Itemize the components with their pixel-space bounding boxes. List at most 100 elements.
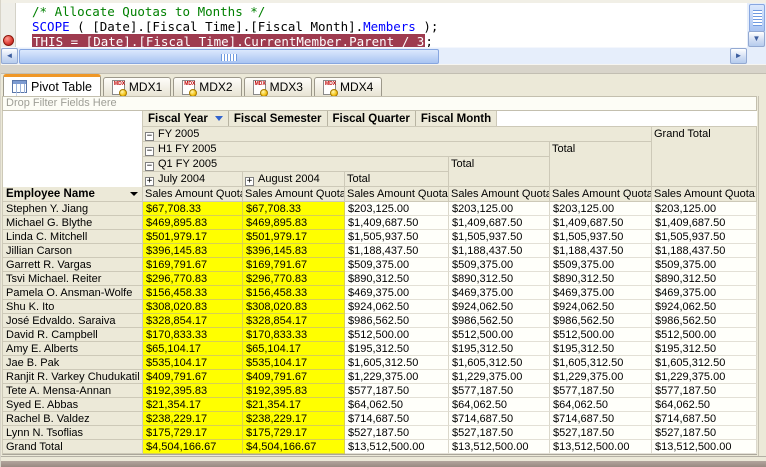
employee-row-header: Jae B. Pak — [3, 356, 143, 370]
scroll-down-button[interactable]: ▼ — [748, 31, 765, 47]
value-cell: $469,375.00 — [345, 286, 449, 300]
value-cell: $577,187.50 — [550, 384, 652, 398]
value-cell: $1,505,937.50 — [449, 230, 550, 244]
employee-row-header: Stephen Y. Jiang — [3, 202, 143, 216]
value-cell: $170,833.33 — [143, 328, 243, 342]
mdx-document-icon: MDX — [252, 79, 268, 97]
value-cell: $1,409,687.50 — [550, 216, 652, 230]
value-cell: $175,729.17 — [143, 426, 243, 440]
field-label: Fiscal Month — [420, 112, 492, 125]
value-cell: $501,979.17 — [243, 230, 345, 244]
value-cell: $64,062.50 — [550, 398, 652, 412]
value-cell: $527,187.50 — [550, 426, 652, 440]
field-fiscal-year[interactable]: Fiscal Year — [143, 111, 228, 126]
value-cell: $21,354.17 — [243, 398, 345, 412]
value-cell: $714,687.50 — [449, 412, 550, 426]
value-cell: $409,791.67 — [243, 370, 345, 384]
value-cell: $175,729.17 — [243, 426, 345, 440]
column-fields-box: Fiscal Year Fiscal Semester Fiscal Quart… — [143, 111, 498, 126]
tab-pivot-table[interactable]: Pivot Table — [3, 74, 101, 96]
value-cell: $170,833.33 — [243, 328, 345, 342]
header-h1-fy-2005: H1 FY 2005 — [143, 142, 550, 157]
value-cell: $512,500.00 — [652, 328, 757, 342]
filter-fields-drop-area[interactable]: Drop Filter Fields Here — [2, 96, 757, 111]
expand-icon[interactable] — [145, 177, 154, 186]
scroll-right-button[interactable]: ► — [730, 48, 747, 64]
value-cell: $65,104.17 — [143, 342, 243, 356]
employee-name-dropdown-icon[interactable] — [130, 192, 138, 196]
value-cell: $577,187.50 — [345, 384, 449, 398]
collapse-icon[interactable] — [145, 147, 154, 156]
measure-header: Sales Amount Quota — [449, 187, 550, 202]
field-fiscal-quarter[interactable]: Fiscal Quarter — [326, 111, 415, 126]
value-cell: $13,512,500.00 — [652, 440, 757, 454]
value-cell: $469,375.00 — [449, 286, 550, 300]
value-cell: $195,312.50 — [652, 342, 757, 356]
tab-mdx1[interactable]: MDX MDX1 — [102, 77, 172, 97]
employee-row-header: Ranjit R. Varkey Chudukatil — [3, 370, 143, 384]
tab-label: MDX1 — [128, 80, 163, 94]
employee-row-header: Pamela O. Ansman-Wolfe — [3, 286, 143, 300]
expand-icon[interactable] — [245, 177, 254, 186]
value-cell: $192,395.83 — [243, 384, 345, 398]
value-cell: $986,562.50 — [550, 314, 652, 328]
tab-mdx3[interactable]: MDX MDX3 — [243, 77, 312, 97]
vertical-scrollbar-thumb[interactable] — [749, 4, 765, 32]
employee-row-header: Lynn N. Tsoflias — [3, 426, 143, 440]
value-cell: $1,409,687.50 — [652, 216, 757, 230]
value-cell: $469,895.83 — [243, 216, 345, 230]
value-cell: $328,854.17 — [143, 314, 243, 328]
value-cell: $4,504,166.67 — [243, 440, 345, 454]
header-q1-fy-2005: Q1 FY 2005 — [143, 157, 449, 172]
scrollbar-grip — [753, 10, 762, 26]
value-cell: $203,125.00 — [345, 202, 449, 216]
value-cell: $469,375.00 — [652, 286, 757, 300]
value-cell: $1,188,437.50 — [550, 244, 652, 258]
grand-total-row-header: Grand Total — [3, 440, 143, 454]
value-cell: $13,512,500.00 — [345, 440, 449, 454]
value-cell: $296,770.83 — [143, 272, 243, 286]
breakpoint-icon[interactable] — [3, 35, 14, 46]
field-employee-name[interactable]: Employee Name — [3, 187, 143, 202]
horizontal-scrollbar-thumb[interactable] — [19, 49, 439, 64]
value-cell: $1,505,937.50 — [550, 230, 652, 244]
value-cell: $396,145.83 — [243, 244, 345, 258]
collapse-icon[interactable] — [145, 162, 154, 171]
value-cell: $986,562.50 — [345, 314, 449, 328]
editor-horizontal-scrollbar[interactable]: ◄ ► — [1, 47, 747, 64]
field-fiscal-month[interactable]: Fiscal Month — [414, 111, 496, 126]
value-cell: $1,605,312.50 — [652, 356, 757, 370]
collapse-icon[interactable] — [145, 132, 154, 141]
value-cell: $509,375.00 — [550, 258, 652, 272]
code-text: /* Allocate Quotas to Months */ SCOPE ( … — [32, 4, 438, 49]
tab-mdx4[interactable]: MDX MDX4 — [313, 77, 383, 97]
tab-mdx2[interactable]: MDX MDX2 — [173, 77, 242, 97]
value-cell: $195,312.50 — [449, 342, 550, 356]
header-year-total: Total — [550, 142, 652, 187]
value-cell: $64,062.50 — [345, 398, 449, 412]
value-cell: $1,229,375.00 — [550, 370, 652, 384]
breakpoint-gutter[interactable] — [1, 3, 16, 47]
header-august-2004: August 2004 — [243, 172, 345, 187]
value-cell: $577,187.50 — [652, 384, 757, 398]
employee-row-header: Michael G. Blythe — [3, 216, 143, 230]
value-cell: $65,104.17 — [243, 342, 345, 356]
pane-splitter[interactable] — [1, 64, 766, 74]
employee-row-header: Syed E. Abbas — [3, 398, 143, 412]
value-cell: $1,605,312.50 — [449, 356, 550, 370]
employee-row-header: David R. Campbell — [3, 328, 143, 342]
fiscal-year-dropdown-icon[interactable] — [214, 116, 223, 121]
value-cell: $1,605,312.50 — [550, 356, 652, 370]
value-cell: $535,104.17 — [243, 356, 345, 370]
scrollbar-grip — [221, 54, 237, 61]
value-cell: $924,062.50 — [550, 300, 652, 314]
value-cell: $238,229.17 — [143, 412, 243, 426]
mdx-script-editor[interactable]: /* Allocate Quotas to Months */ SCOPE ( … — [1, 0, 766, 64]
editor-vertical-scrollbar[interactable]: ▼ — [747, 3, 766, 47]
value-cell: $4,504,166.67 — [143, 440, 243, 454]
scroll-left-button[interactable]: ◄ — [1, 48, 18, 64]
mdx-document-icon: MDX — [111, 79, 127, 97]
field-fiscal-semester[interactable]: Fiscal Semester — [227, 111, 327, 126]
value-cell: $64,062.50 — [652, 398, 757, 412]
value-cell: $156,458.33 — [243, 286, 345, 300]
